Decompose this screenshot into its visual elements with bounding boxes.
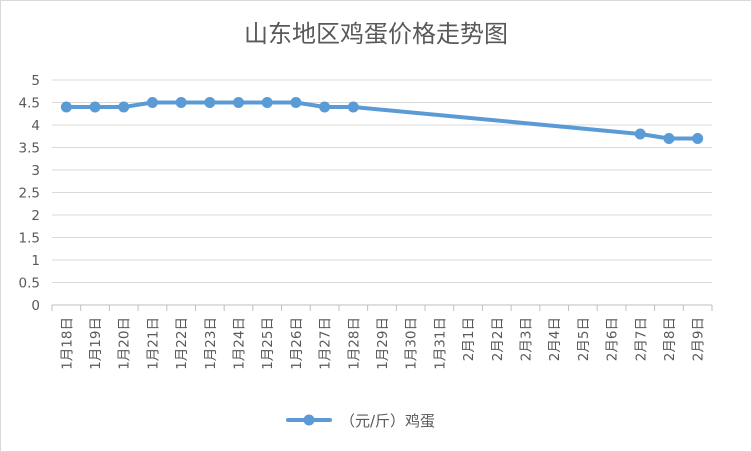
y-tick-label: 2 [31, 208, 40, 224]
x-tick-label: 1月31日 [432, 317, 448, 370]
x-tick-label: 1月22日 [174, 317, 190, 370]
data-point [347, 101, 359, 113]
x-tick-label: 1月21日 [145, 317, 161, 370]
x-tick-label: 1月30日 [404, 317, 420, 370]
x-tick-label: 1月29日 [375, 317, 391, 370]
series-line [64, 100, 700, 141]
x-tick-label: 2月7日 [633, 317, 649, 361]
y-tick-label: 4 [31, 118, 40, 134]
x-tick-label: 2月4日 [547, 317, 563, 361]
x-tick-label: 1月20日 [117, 317, 133, 370]
data-point [634, 128, 646, 140]
legend-marker [303, 414, 315, 426]
data-point [319, 101, 331, 113]
data-point [261, 97, 273, 108]
x-tick-label: 1月25日 [260, 317, 276, 370]
x-tick-label: 1月23日 [203, 317, 219, 370]
y-tick-label: 0 [31, 298, 40, 314]
x-tick-label: 1月18日 [59, 317, 75, 370]
x-tick-label: 2月1日 [461, 317, 477, 361]
x-tick-label: 1月26日 [289, 317, 305, 370]
y-tick-label: 5 [31, 73, 40, 89]
y-tick-label: 4.5 [19, 96, 40, 112]
y-tick-label: 3 [31, 163, 40, 179]
chart-title: 山东地区鸡蛋价格走势图 [244, 20, 508, 48]
x-tick-label: 2月3日 [518, 317, 534, 361]
data-point [290, 97, 302, 108]
y-tick-label: 2.5 [19, 186, 40, 202]
y-tick-label: 1 [31, 253, 40, 269]
data-point [118, 101, 130, 113]
x-tick-label: 2月2日 [490, 317, 506, 361]
y-tick-label: 1.5 [19, 231, 40, 247]
legend-label: （元/斤）鸡蛋 [340, 412, 435, 430]
x-tick-label: 2月5日 [576, 317, 592, 361]
y-tick-label: 0.5 [19, 276, 40, 292]
x-tick-label: 1月27日 [318, 317, 334, 370]
data-point [663, 133, 675, 144]
data-point [692, 133, 704, 144]
data-point [204, 97, 216, 108]
x-tick-label: 2月6日 [605, 317, 621, 361]
x-tick-label: 1月24日 [232, 317, 248, 370]
x-tick-label: 2月8日 [662, 317, 678, 361]
data-point [146, 97, 158, 108]
data-point [89, 101, 101, 113]
y-tick-label: 3.5 [19, 141, 40, 157]
data-point [175, 97, 187, 108]
data-point [233, 97, 245, 108]
x-tick-label: 1月19日 [88, 317, 104, 370]
x-tick-label: 2月9日 [691, 317, 707, 361]
x-tick-label: 1月28日 [346, 317, 362, 370]
data-point [60, 101, 72, 113]
